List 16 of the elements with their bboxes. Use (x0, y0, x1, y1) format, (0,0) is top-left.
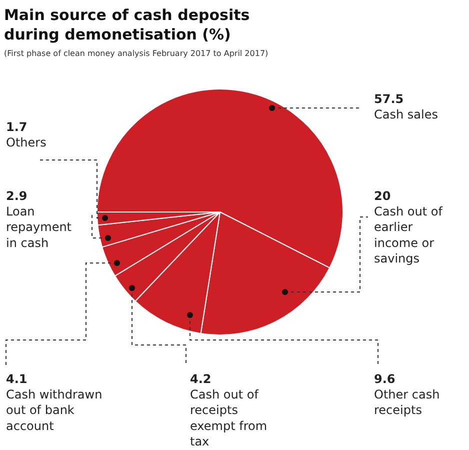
data-label: 2.9 (6, 189, 28, 203)
slice-label: Others (6, 136, 46, 150)
data-label: 4.2 (190, 372, 212, 386)
slice-label: Cash out of earlier income or savings (374, 204, 444, 266)
data-label: 57.5 (374, 92, 404, 106)
slice-label: Cash withdrawn out of bank account (6, 388, 102, 433)
data-label: 1.7 (6, 120, 28, 134)
data-label: 20 (374, 189, 391, 203)
slice-label: Loan repayment in cash (6, 204, 72, 250)
data-label: 9.6 (374, 372, 396, 386)
data-label: 4.1 (6, 372, 28, 386)
chart-title: Main source of cash deposits during demonetisation (%) (4, 6, 250, 44)
slice-label: Cash sales (374, 108, 438, 122)
slice-label: Cash out of receipts exempt from tax (190, 388, 268, 448)
slice-label: Other cash receipts (374, 388, 440, 418)
chart-subtitle: (First phase of clean money analysis February 2017 to April 2017) (4, 49, 268, 58)
